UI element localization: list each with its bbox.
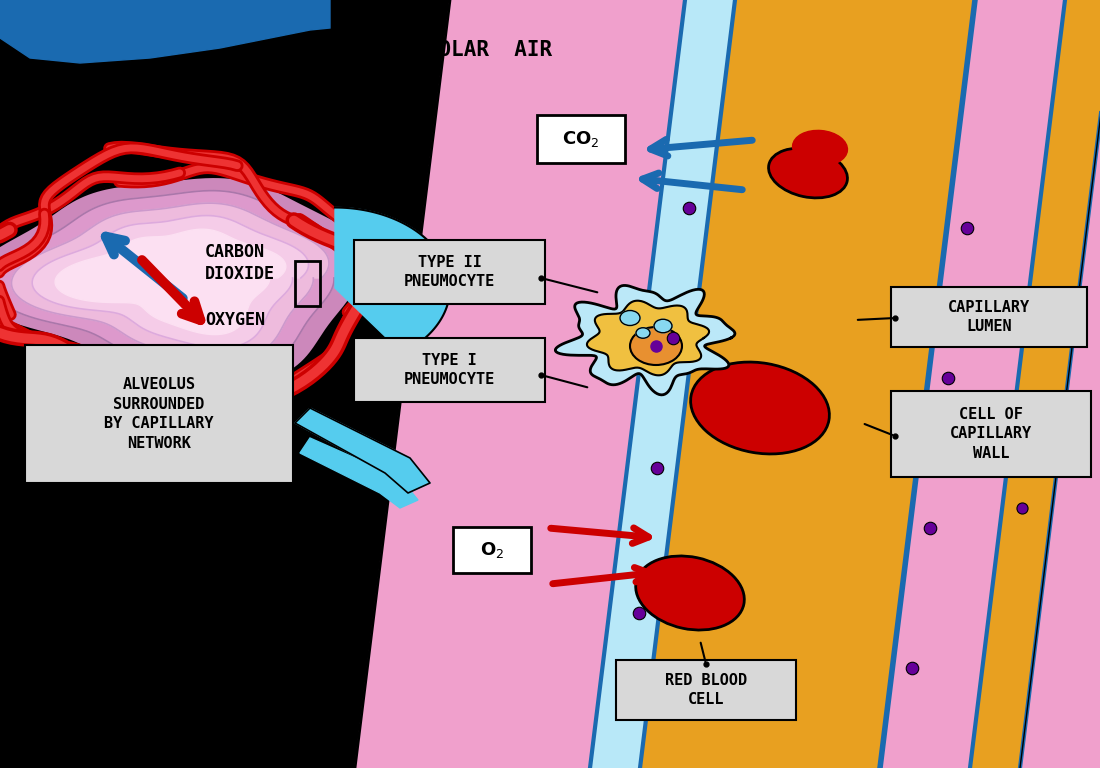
Polygon shape <box>300 438 418 508</box>
Polygon shape <box>336 207 450 353</box>
Polygon shape <box>11 203 329 360</box>
Ellipse shape <box>654 319 672 333</box>
FancyBboxPatch shape <box>25 345 293 483</box>
Polygon shape <box>0 190 350 372</box>
FancyBboxPatch shape <box>891 287 1087 347</box>
Text: TYPE I
PNEUMOCYTE: TYPE I PNEUMOCYTE <box>404 353 495 387</box>
FancyBboxPatch shape <box>354 240 544 304</box>
Polygon shape <box>1020 0 1100 768</box>
Polygon shape <box>880 0 1065 768</box>
Text: CELL OF
CAPILLARY
WALL: CELL OF CAPILLARY WALL <box>950 407 1032 461</box>
FancyBboxPatch shape <box>537 115 625 163</box>
Bar <box>295 261 320 306</box>
Polygon shape <box>15 0 320 38</box>
FancyBboxPatch shape <box>453 527 531 573</box>
Text: RED BLOOD
CELL: RED BLOOD CELL <box>664 673 747 707</box>
Ellipse shape <box>636 328 650 338</box>
Ellipse shape <box>691 362 829 454</box>
Polygon shape <box>556 286 735 395</box>
Polygon shape <box>295 408 430 493</box>
Text: ALVEOLAR  AIR: ALVEOLAR AIR <box>388 40 552 60</box>
Polygon shape <box>32 216 308 348</box>
Text: CARBON
DIOXIDE: CARBON DIOXIDE <box>205 243 275 283</box>
Ellipse shape <box>630 327 682 365</box>
Polygon shape <box>587 301 710 376</box>
Polygon shape <box>355 0 685 768</box>
FancyBboxPatch shape <box>891 391 1091 477</box>
Ellipse shape <box>769 148 847 198</box>
Text: ALVEOLUS
SURROUNDED
BY CAPILLARY
NETWORK: ALVEOLUS SURROUNDED BY CAPILLARY NETWORK <box>104 377 213 452</box>
FancyBboxPatch shape <box>354 338 544 402</box>
Ellipse shape <box>636 556 745 630</box>
Polygon shape <box>55 229 286 335</box>
Polygon shape <box>970 0 1100 768</box>
Ellipse shape <box>620 310 640 326</box>
Polygon shape <box>0 0 330 63</box>
Polygon shape <box>640 0 975 768</box>
Ellipse shape <box>793 131 847 166</box>
Text: O$_2$: O$_2$ <box>480 540 504 560</box>
Text: TYPE II
PNEUMOCYTE: TYPE II PNEUMOCYTE <box>404 255 495 289</box>
Polygon shape <box>0 177 372 386</box>
Polygon shape <box>590 0 735 768</box>
Text: CO$_2$: CO$_2$ <box>562 129 600 149</box>
Text: OXYGEN: OXYGEN <box>205 311 265 329</box>
FancyBboxPatch shape <box>616 660 796 720</box>
Text: CAPILLARY
LUMEN: CAPILLARY LUMEN <box>948 300 1030 334</box>
